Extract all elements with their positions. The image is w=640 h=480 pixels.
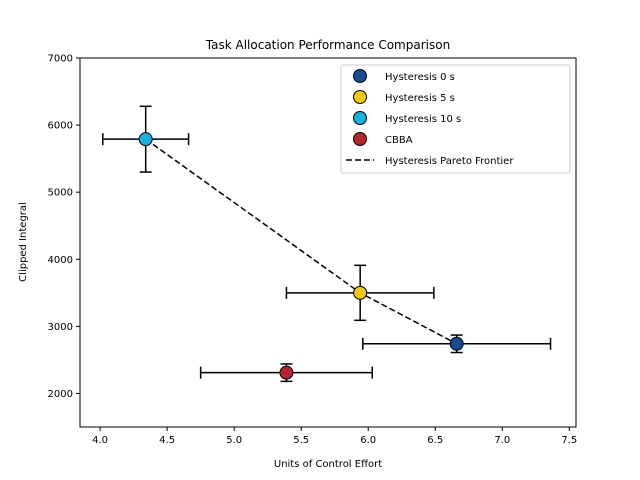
legend: Hysteresis 0 s Hysteresis 5 s Hysteresis 1…	[340, 64, 571, 174]
series-1	[285, 264, 435, 322]
x-tick-label: 7.0	[494, 435, 510, 446]
legend-marker	[353, 132, 367, 146]
x-tick-label: 4.5	[159, 435, 175, 446]
chart-title: Task Allocation Performance Comparison	[205, 38, 450, 52]
legend-label: CBBA	[385, 135, 413, 146]
legend-label: Hysteresis 5 s	[385, 93, 455, 104]
legend-box	[340, 64, 571, 174]
y-tick-label: 3000	[48, 322, 73, 333]
x-tick-label: 6.5	[427, 435, 443, 446]
legend-label: Hysteresis 0 s	[385, 72, 455, 83]
data-point	[279, 365, 294, 380]
data-point	[449, 336, 464, 351]
y-tick-label: 5000	[48, 188, 73, 199]
legend-marker	[353, 111, 367, 125]
x-tick-label: 5.5	[293, 435, 309, 446]
y-tick-label: 7000	[48, 54, 73, 65]
y-tick-label: 4000	[48, 255, 73, 266]
y-tick-label: 6000	[48, 121, 73, 132]
x-tick-label: 6.0	[360, 435, 376, 446]
legend-marker	[353, 69, 367, 83]
x-tick-label: 5.0	[226, 435, 242, 446]
x-tick-label: 7.5	[561, 435, 577, 446]
x-axis: 4.0 4.5 5.0 5.5 6.0 6.5 7.0 7.5	[92, 427, 577, 446]
legend-marker	[353, 90, 367, 104]
data-point	[138, 132, 153, 147]
x-axis-title: Units of Control Effort	[274, 459, 382, 470]
legend-label: Hysteresis 10 s	[385, 114, 461, 125]
series-0	[362, 334, 552, 354]
series-2	[102, 105, 190, 173]
plot-frame	[79, 57, 577, 428]
y-tick-label: 2000	[48, 389, 73, 400]
x-tick-label: 4.0	[92, 435, 108, 446]
plot-area	[102, 105, 552, 383]
series-3	[199, 363, 373, 383]
y-axis-title: Clipped Integral	[18, 202, 29, 282]
data-point	[353, 285, 368, 300]
legend-label: Hysteresis Pareto Frontier	[385, 156, 514, 167]
y-axis: 2000 3000 4000 5000 6000 7000	[48, 54, 80, 400]
